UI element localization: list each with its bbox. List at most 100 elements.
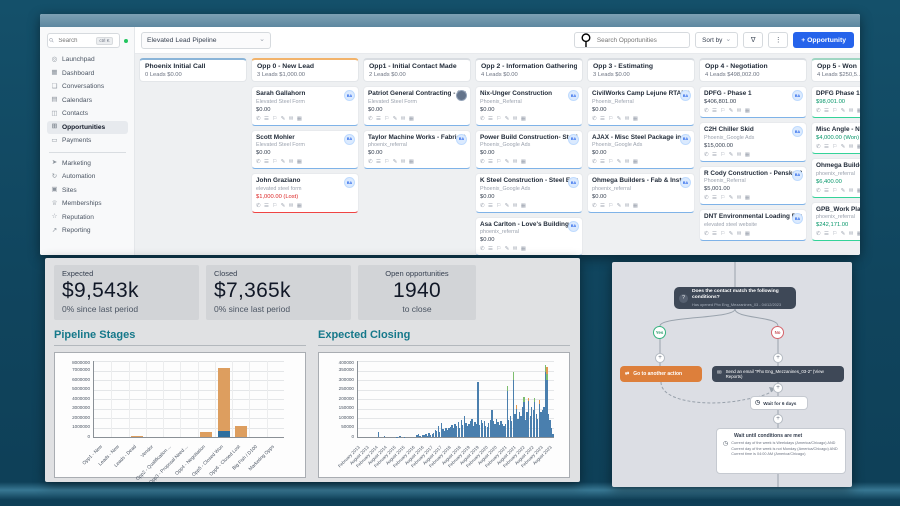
email-icon[interactable]: ✉ bbox=[848, 187, 854, 194]
email-icon[interactable]: ✉ bbox=[624, 159, 630, 165]
chat-icon[interactable]: ☰ bbox=[264, 202, 269, 209]
calendar-icon[interactable]: ▦ bbox=[856, 108, 860, 114]
note-icon[interactable]: ✎ bbox=[280, 202, 286, 209]
opportunity-card[interactable]: C2H Chiller Skid BA Phoenix_Google Ads $15,… bbox=[699, 122, 807, 162]
note-icon[interactable]: ✎ bbox=[280, 115, 286, 122]
chat-icon[interactable]: ☰ bbox=[600, 202, 605, 209]
note-icon[interactable]: ✎ bbox=[504, 159, 510, 165]
note-icon[interactable]: ✎ bbox=[504, 115, 510, 122]
calendar-icon[interactable]: ▦ bbox=[296, 159, 302, 165]
phone-icon[interactable]: ✆ bbox=[480, 202, 485, 209]
chat-icon[interactable]: ☰ bbox=[600, 115, 605, 122]
phone-icon[interactable]: ✆ bbox=[704, 230, 709, 237]
condition-node[interactable]: ? Does the contact match the following c… bbox=[674, 287, 796, 309]
calendar-icon[interactable]: ▦ bbox=[408, 159, 414, 165]
note-icon[interactable]: ✎ bbox=[616, 202, 622, 209]
wait-node[interactable]: ◷ Wait for 6 days bbox=[750, 396, 808, 410]
phone-icon[interactable]: ✆ bbox=[816, 231, 821, 237]
note-icon[interactable]: ✎ bbox=[504, 202, 510, 209]
opportunity-card[interactable]: Misc Angle - N...BA$4,000.00 (Won)✆☰⚐✎✉▦ bbox=[811, 122, 860, 154]
phone-icon[interactable]: ✆ bbox=[256, 115, 261, 122]
chat-icon[interactable]: ☰ bbox=[824, 187, 829, 194]
tag-icon[interactable]: ⚐ bbox=[720, 230, 726, 237]
calendar-icon[interactable]: ▦ bbox=[856, 187, 860, 194]
column-header[interactable]: Opp 5 - Won 4 Leads $250,5... bbox=[811, 58, 860, 82]
phone-icon[interactable]: ✆ bbox=[480, 159, 485, 165]
tag-icon[interactable]: ⚐ bbox=[496, 115, 502, 122]
tag-icon[interactable]: ⚐ bbox=[832, 231, 838, 237]
chat-icon[interactable]: ☰ bbox=[376, 115, 381, 122]
add-step-button[interactable]: + bbox=[773, 414, 783, 424]
send-email-node[interactable]: ✉ Send an email "Phx Eng_Mezzanines_03-2… bbox=[712, 366, 844, 382]
phone-icon[interactable]: ✆ bbox=[368, 115, 373, 122]
sidebar-item-launchpad[interactable]: ◎ Launchpad bbox=[47, 53, 128, 67]
calendar-icon[interactable]: ▦ bbox=[520, 202, 526, 209]
email-icon[interactable]: ✉ bbox=[512, 246, 518, 252]
add-opportunity-button[interactable]: + Opportunity bbox=[793, 32, 854, 48]
tag-icon[interactable]: ⚐ bbox=[272, 159, 278, 165]
email-icon[interactable]: ✉ bbox=[848, 231, 854, 237]
sidebar-item-calendars[interactable]: ▤ Calendars bbox=[47, 94, 128, 108]
phone-icon[interactable]: ✆ bbox=[816, 144, 821, 150]
calendar-icon[interactable]: ▦ bbox=[296, 202, 302, 209]
note-icon[interactable]: ✎ bbox=[728, 230, 734, 237]
phone-icon[interactable]: ✆ bbox=[480, 246, 485, 252]
tag-icon[interactable]: ⚐ bbox=[496, 246, 502, 252]
calendar-icon[interactable]: ▦ bbox=[744, 108, 750, 114]
email-icon[interactable]: ✉ bbox=[736, 108, 742, 114]
column-header[interactable]: Opp 2 - Information Gathering 4 Leads $0.… bbox=[475, 58, 583, 82]
note-icon[interactable]: ✎ bbox=[392, 115, 398, 122]
calendar-icon[interactable]: ▦ bbox=[632, 115, 638, 122]
calendar-icon[interactable]: ▦ bbox=[520, 246, 526, 252]
email-icon[interactable]: ✉ bbox=[624, 202, 630, 209]
email-icon[interactable]: ✉ bbox=[288, 115, 294, 122]
chat-icon[interactable]: ☰ bbox=[488, 202, 493, 209]
sidebar-item-automation[interactable]: ↻ Automation bbox=[47, 170, 128, 184]
opportunity-search-input[interactable] bbox=[594, 35, 687, 45]
sidebar-item-conversations[interactable]: ❏ Conversations bbox=[47, 80, 128, 94]
opportunity-card[interactable]: AJAX - Misc Steel Package in FL BA Phoenix… bbox=[587, 129, 695, 169]
search-input[interactable] bbox=[56, 36, 95, 45]
sidebar-item-contacts[interactable]: ◫ Contacts bbox=[47, 107, 128, 121]
column-header[interactable]: Opp1 - Initial Contact Made 2 Leads $0.00 bbox=[363, 58, 471, 82]
email-icon[interactable]: ✉ bbox=[288, 159, 294, 165]
note-icon[interactable]: ✎ bbox=[392, 159, 398, 165]
column-header[interactable]: Opp 4 - Negotiation 4 Leads $498,002.00 bbox=[699, 58, 807, 82]
chat-icon[interactable]: ☰ bbox=[712, 151, 717, 158]
phone-icon[interactable]: ✆ bbox=[480, 115, 485, 122]
sidebar-item-opportunities[interactable]: ⊞ Opportunities bbox=[47, 120, 128, 134]
email-icon[interactable]: ✉ bbox=[512, 159, 518, 165]
opportunity-card[interactable]: Patriot General Contracting - Stair... El… bbox=[363, 86, 471, 126]
tag-icon[interactable]: ⚐ bbox=[608, 159, 614, 165]
sidebar-search[interactable]: ⚲ ctrl K bbox=[47, 33, 120, 48]
calendar-icon[interactable]: ▦ bbox=[520, 159, 526, 165]
pipeline-select[interactable]: Elevated Lead Pipeline ⌄ bbox=[141, 31, 271, 49]
tag-icon[interactable]: ⚐ bbox=[496, 202, 502, 209]
phone-icon[interactable]: ✆ bbox=[592, 159, 597, 165]
calendar-icon[interactable]: ▦ bbox=[744, 195, 750, 201]
opportunity-card[interactable]: Scott Mohler BA Elevated Steel Form $0.00 ✆ ☰… bbox=[251, 129, 359, 169]
email-icon[interactable]: ✉ bbox=[512, 115, 518, 122]
note-icon[interactable]: ✎ bbox=[280, 159, 286, 165]
tag-icon[interactable]: ⚐ bbox=[608, 202, 614, 209]
email-icon[interactable]: ✉ bbox=[512, 202, 518, 209]
calendar-icon[interactable]: ▦ bbox=[632, 159, 638, 165]
more-options-button[interactable]: ⋮ bbox=[768, 32, 789, 48]
opportunity-card[interactable]: DPFG Phase 1BA$98,001.00✆☰⚐✎✉▦ bbox=[811, 86, 860, 118]
sidebar-item-payments[interactable]: ▭ Payments bbox=[47, 134, 128, 148]
goto-action-node[interactable]: ⇄ Go to another action bbox=[620, 366, 702, 382]
note-icon[interactable]: ✎ bbox=[840, 108, 846, 114]
sidebar-item-dashboard[interactable]: ▦ Dashboard bbox=[47, 67, 128, 81]
chat-icon[interactable]: ☰ bbox=[488, 246, 493, 252]
tag-icon[interactable]: ⚐ bbox=[832, 108, 838, 114]
email-icon[interactable]: ✉ bbox=[848, 108, 854, 114]
chat-icon[interactable]: ☰ bbox=[712, 230, 717, 237]
column-header[interactable]: Phoenix Initial Call 0 Leads $0.00 bbox=[139, 58, 247, 82]
chat-icon[interactable]: ☰ bbox=[264, 115, 269, 122]
opportunity-card[interactable]: GPB_Work Plat...BAphoenix_referral$242,1… bbox=[811, 201, 860, 241]
tag-icon[interactable]: ⚐ bbox=[832, 187, 838, 194]
opportunity-card[interactable]: Ohmega Builde...BAphoenix_referral$6,400… bbox=[811, 158, 860, 198]
tag-icon[interactable]: ⚐ bbox=[720, 108, 726, 114]
calendar-icon[interactable]: ▦ bbox=[744, 151, 750, 158]
sidebar-item-memberships[interactable]: ♕ Memberships bbox=[47, 197, 128, 211]
